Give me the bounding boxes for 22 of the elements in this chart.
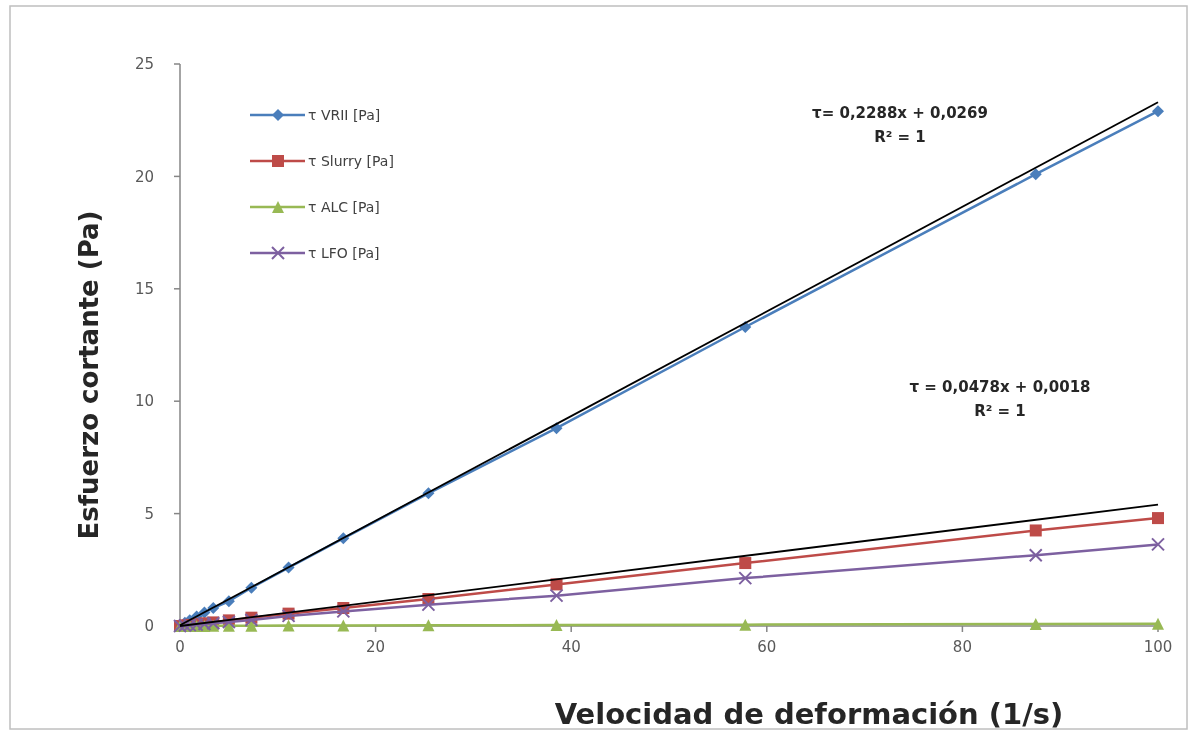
x-axis-title: Velocidad de deformación (1/s) [554, 697, 1064, 731]
x-tick-label: 20 [366, 638, 386, 656]
y-tick-label: 0 [144, 617, 154, 636]
legend-label: τ Slurry [Pa] [308, 152, 394, 169]
y-tick-label: 10 [134, 392, 154, 411]
y-tick-label: 20 [134, 167, 154, 186]
y-tick-label: 25 [134, 55, 154, 74]
x-tick-label: 80 [952, 638, 972, 656]
y-tick-label: 15 [134, 280, 154, 299]
x-tick-label: 60 [757, 638, 777, 656]
y-tick-label: 5 [144, 504, 154, 523]
annotation: R² = 1 [874, 128, 926, 146]
annotation: τ= 0,2288x + 0,0269 [812, 104, 988, 122]
legend-label: τ VRII [Pa] [308, 106, 381, 123]
annotation: τ = 0,0478x + 0,0018 [909, 378, 1091, 396]
x-tick-label: 40 [561, 638, 581, 656]
x-tick-label: 100 [1143, 638, 1173, 656]
legend-label: τ LFO [Pa] [308, 244, 380, 261]
y-axis-title: Esfuerzo cortante (Pa) [74, 210, 104, 540]
legend-label: τ ALC [Pa] [308, 198, 380, 215]
x-tick-label: 0 [175, 638, 185, 656]
annotation: R² = 1 [974, 402, 1026, 420]
